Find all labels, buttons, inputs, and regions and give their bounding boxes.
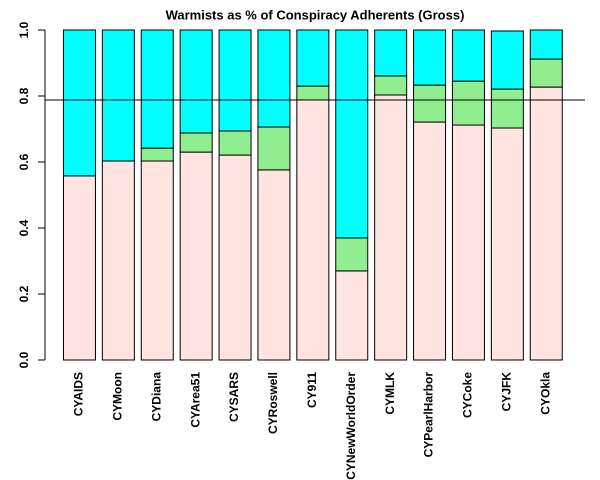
bar-segment bbox=[296, 85, 330, 101]
bar-segment bbox=[451, 29, 485, 82]
bar-segment bbox=[490, 88, 524, 129]
bar-segment bbox=[140, 160, 174, 361]
bar-segment bbox=[490, 30, 524, 90]
y-tick-label: 0.2 bbox=[17, 285, 31, 302]
bar-segment bbox=[413, 84, 447, 123]
bar-segment bbox=[101, 29, 135, 162]
y-tick-label: 1.0 bbox=[17, 21, 31, 38]
bar-segment bbox=[451, 124, 485, 361]
x-tick-label: CYOkla bbox=[538, 372, 552, 415]
x-tick-label: CYRoswell bbox=[266, 372, 280, 434]
bar-segment bbox=[529, 86, 563, 361]
bar-segment bbox=[218, 154, 252, 361]
bar-segment bbox=[374, 29, 408, 77]
bar-segment bbox=[335, 270, 369, 361]
bar-segment bbox=[413, 29, 447, 86]
y-tick-label: 0.8 bbox=[17, 87, 31, 104]
bar-segment bbox=[374, 75, 408, 96]
bar-segment bbox=[179, 132, 213, 153]
x-tick-label: CYJFK bbox=[500, 372, 514, 412]
x-tick-label: CYArea51 bbox=[188, 372, 202, 428]
y-tick-label: 0.4 bbox=[17, 219, 31, 236]
bar-segment bbox=[101, 160, 135, 361]
bar-segment bbox=[451, 80, 485, 126]
bar-segment bbox=[374, 94, 408, 361]
x-tick-label: CYMoon bbox=[111, 372, 125, 421]
x-tick-label: CYNewWorldOrder bbox=[344, 372, 358, 480]
bar-segment bbox=[62, 175, 96, 361]
bar-segment bbox=[529, 58, 563, 88]
x-tick-label: CYAIDS bbox=[72, 372, 86, 416]
bar-segment bbox=[140, 29, 174, 149]
y-tick-label: 0.6 bbox=[17, 153, 31, 170]
bar-segment bbox=[257, 29, 291, 128]
bar-segment bbox=[218, 29, 252, 132]
bar-segment bbox=[179, 151, 213, 361]
bar-segment bbox=[296, 29, 330, 87]
bar-segment bbox=[257, 126, 291, 171]
bar-segment bbox=[218, 130, 252, 156]
x-tick-label: CYCoke bbox=[461, 372, 475, 418]
bar-segment bbox=[140, 147, 174, 162]
x-tick-label: CYPearlHarbor bbox=[422, 372, 436, 458]
y-tick-label: 0.0 bbox=[17, 351, 31, 368]
x-tick-label: CYMLK bbox=[383, 372, 397, 415]
bar-segment bbox=[335, 237, 369, 272]
bar-segment bbox=[335, 29, 369, 239]
bar-segment bbox=[296, 99, 330, 361]
bar-segment bbox=[413, 121, 447, 361]
bar-segment bbox=[529, 29, 563, 60]
bar-segment bbox=[62, 29, 96, 177]
bar-segment bbox=[257, 169, 291, 361]
x-tick-label: CY911 bbox=[305, 372, 319, 408]
bar-segment bbox=[490, 127, 524, 361]
bar-segment bbox=[179, 29, 213, 134]
x-tick-label: CYSARS bbox=[227, 372, 241, 422]
chart-title: Warmists as % of Conspiracy Adherents (G… bbox=[166, 7, 465, 22]
x-tick-label: CYDiana bbox=[149, 372, 163, 422]
